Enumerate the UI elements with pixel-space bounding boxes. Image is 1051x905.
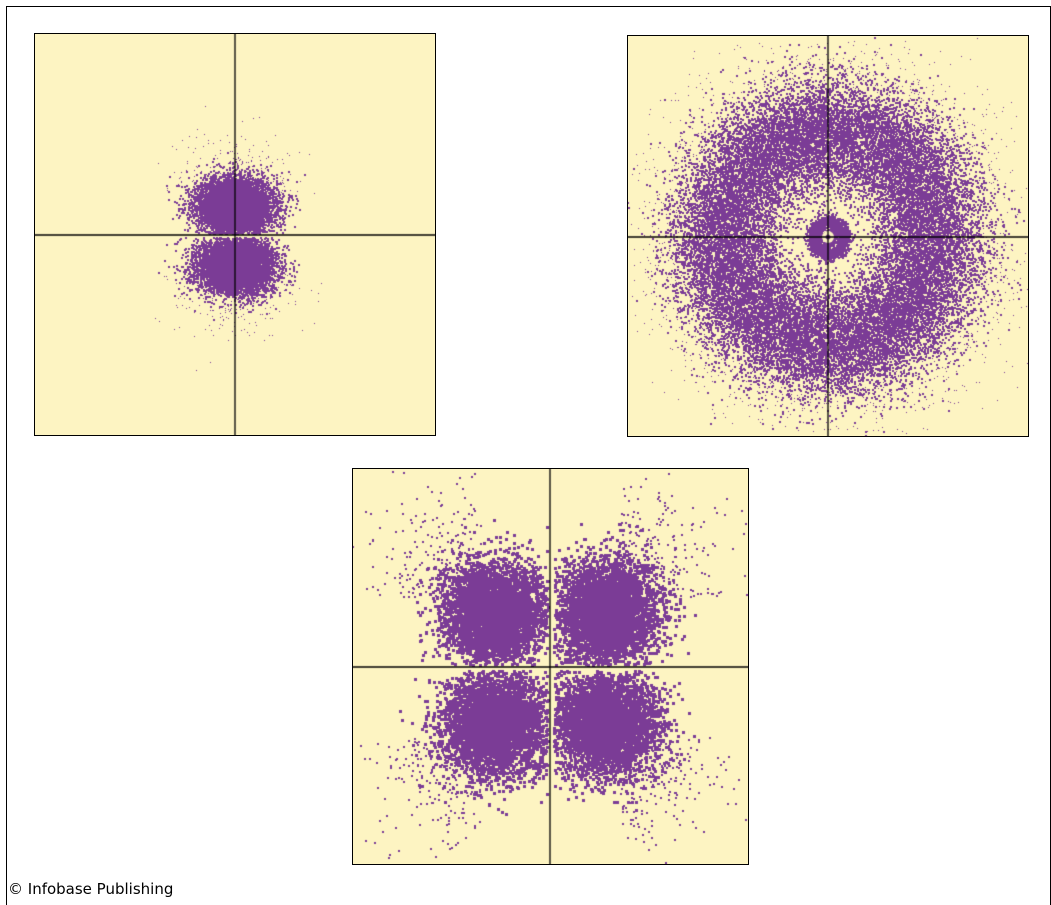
d-orbital-panel xyxy=(352,468,749,865)
p-orbital-density-plot xyxy=(35,34,435,435)
p-orbital-panel xyxy=(34,33,436,436)
s-orbital-density-plot xyxy=(628,36,1028,436)
s-orbital-panel xyxy=(627,35,1029,437)
copyright-credit: © Infobase Publishing xyxy=(8,880,174,898)
d-orbital-density-plot xyxy=(353,469,748,864)
